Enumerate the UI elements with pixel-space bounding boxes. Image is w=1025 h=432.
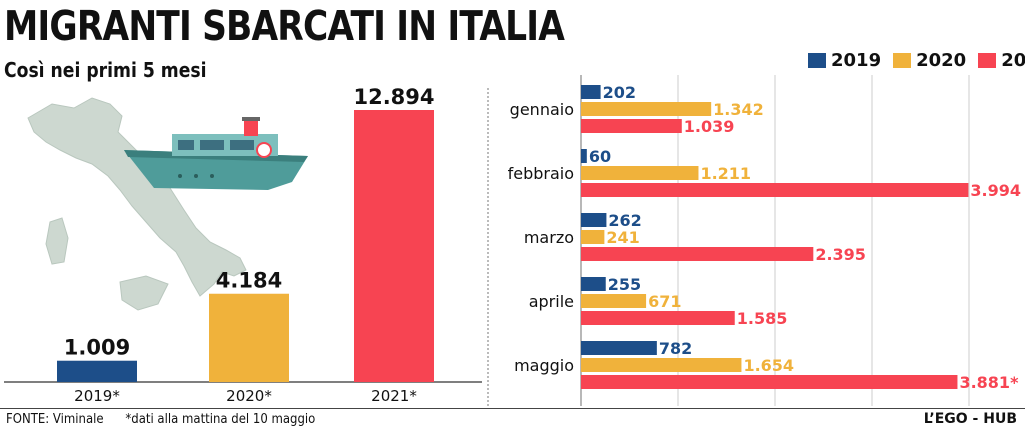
- bar-aprile-2019: [581, 277, 606, 291]
- value-label-marzo-2021: 2.395: [815, 245, 866, 264]
- legend-swatch-2020: [893, 52, 912, 68]
- value-label-maggio-2020: 1.654: [743, 356, 794, 375]
- legend-item-2019: 2019: [808, 50, 881, 71]
- value-label-aprile-2020: 671: [648, 292, 681, 311]
- value-label-maggio-2021: 3.881*: [959, 373, 1019, 392]
- legend-swatch-2021: [978, 52, 997, 68]
- value-label-2019: 1.009: [64, 336, 130, 360]
- footnote: *dati alla mattina del 10 maggio: [125, 412, 316, 427]
- footer-rule: [0, 408, 1025, 409]
- bar-marzo-2020: [581, 230, 605, 244]
- source-label: FONTE: Viminale: [6, 412, 104, 427]
- category-label-febbraio: febbraio: [508, 164, 574, 183]
- legend-label-2021: 2021: [1001, 49, 1025, 71]
- bar-gennaio-2019: [581, 85, 601, 99]
- boat-icon: [124, 117, 308, 190]
- legend-label-2020: 2020: [916, 49, 967, 71]
- bar-marzo-2021: [581, 247, 814, 261]
- value-label-marzo-2020: 241: [606, 228, 639, 247]
- tick-label-2019: 2019*: [74, 387, 120, 405]
- value-label-aprile-2021: 1.585: [737, 309, 788, 328]
- bar-2019: [57, 360, 137, 382]
- bar-aprile-2020: [581, 294, 647, 308]
- source-note: FONTE: Viminale *dati alla mattina del 1…: [6, 412, 315, 427]
- chart-legend: 2019 2020 2021: [808, 50, 1025, 71]
- chart-divider: [487, 88, 489, 406]
- value-label-2020: 4.184: [216, 269, 282, 293]
- category-label-marzo: marzo: [524, 228, 574, 247]
- value-label-maggio-2019: 782: [659, 339, 692, 358]
- value-label-gennaio-2021: 1.039: [684, 117, 735, 136]
- bar-gennaio-2020: [581, 102, 712, 116]
- tick-label-2021: 2021*: [371, 387, 417, 405]
- value-label-gennaio-2019: 202: [603, 83, 636, 102]
- bar-maggio-2020: [581, 358, 742, 372]
- value-label-gennaio-2020: 1.342: [713, 100, 764, 119]
- page-subtitle: Così nei primi 5 mesi: [4, 58, 207, 82]
- value-label-febbraio-2021: 3.994: [970, 181, 1021, 200]
- bar-gennaio-2021: [581, 119, 682, 133]
- category-label-gennaio: gennaio: [510, 100, 574, 119]
- italy-map-icon: [27, 97, 247, 311]
- value-label-febbraio-2020: 1.211: [700, 164, 751, 183]
- value-label-2021: 12.894: [353, 85, 434, 109]
- legend-item-2021: 2021: [978, 50, 1025, 71]
- bar-aprile-2021: [581, 311, 735, 325]
- page-title: MIGRANTI SBARCATI IN ITALIA: [4, 2, 565, 50]
- category-label-maggio: maggio: [514, 356, 574, 375]
- bar-febbraio-2021: [581, 183, 969, 197]
- legend-item-2020: 2020: [893, 50, 966, 71]
- bar-maggio-2021: [581, 375, 958, 389]
- bar-2020: [209, 293, 289, 382]
- bar-febbraio-2019: [581, 149, 587, 163]
- value-label-febbraio-2019: 60: [589, 147, 611, 166]
- legend-label-2019: 2019: [831, 49, 882, 71]
- value-label-marzo-2019: 262: [608, 211, 641, 230]
- yearly-bar-chart: 1.009 2019* 4.184 2020* 12.894 2021*: [4, 85, 482, 405]
- bar-maggio-2019: [581, 341, 657, 355]
- bar-febbraio-2020: [581, 166, 699, 180]
- value-label-aprile-2019: 255: [608, 275, 641, 294]
- credit-label: L’EGO - HUB: [923, 411, 1017, 427]
- legend-swatch-2019: [808, 52, 826, 68]
- bar-marzo-2019: [581, 213, 607, 227]
- category-label-aprile: aprile: [529, 292, 574, 311]
- tick-label-2020: 2020*: [226, 387, 272, 405]
- bar-2021: [354, 110, 434, 382]
